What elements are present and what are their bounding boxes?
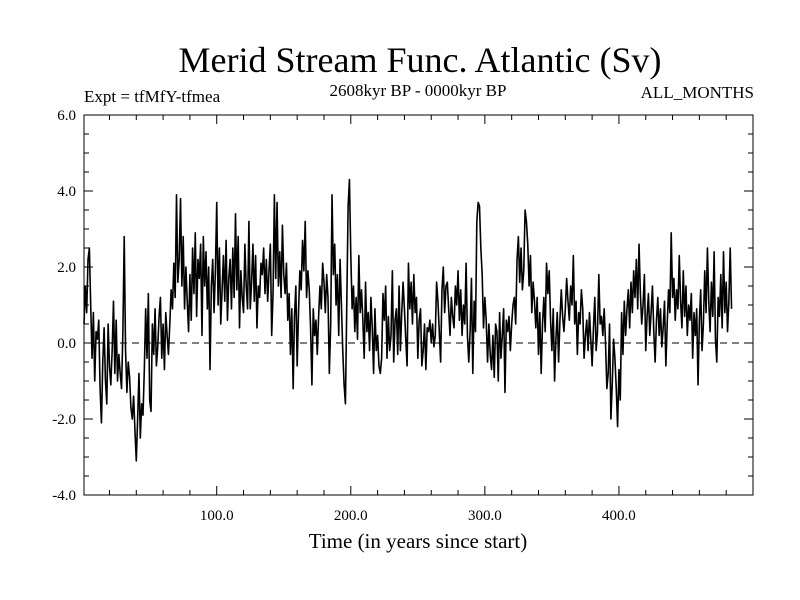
- x-axis: 100.0 200.0 300.0 400.0: [108, 115, 727, 524]
- chart-title: Merid Stream Func. Atlantic (Sv): [179, 40, 662, 80]
- y-tick-label: 0.0: [57, 336, 76, 352]
- chart-subtitle-period: 2608kyr BP - 0000kyr BP: [330, 81, 507, 100]
- y-tick-label: 4.0: [57, 184, 76, 200]
- y-tick-label: -2.0: [52, 412, 76, 428]
- chart-subtitle-expt: Expt = tfMfY-tfmea: [84, 87, 221, 106]
- y-axis: -4.0 -2.0 0.0 2.0 4.0 6.0: [52, 108, 753, 504]
- x-tick-label: 200.0: [334, 508, 368, 524]
- series-line: [83, 178, 733, 462]
- x-tick-label: 400.0: [602, 508, 636, 524]
- y-tick-label: 2.0: [57, 260, 76, 276]
- y-tick-label: 6.0: [57, 108, 76, 124]
- chart-subtitle-months: ALL_MONTHS: [641, 83, 754, 102]
- y-tick-label: -4.0: [52, 488, 76, 504]
- x-tick-label: 300.0: [468, 508, 502, 524]
- series-group: [83, 178, 753, 462]
- x-tick-label: 100.0: [200, 508, 234, 524]
- x-axis-label: Time (in years since start): [309, 529, 528, 553]
